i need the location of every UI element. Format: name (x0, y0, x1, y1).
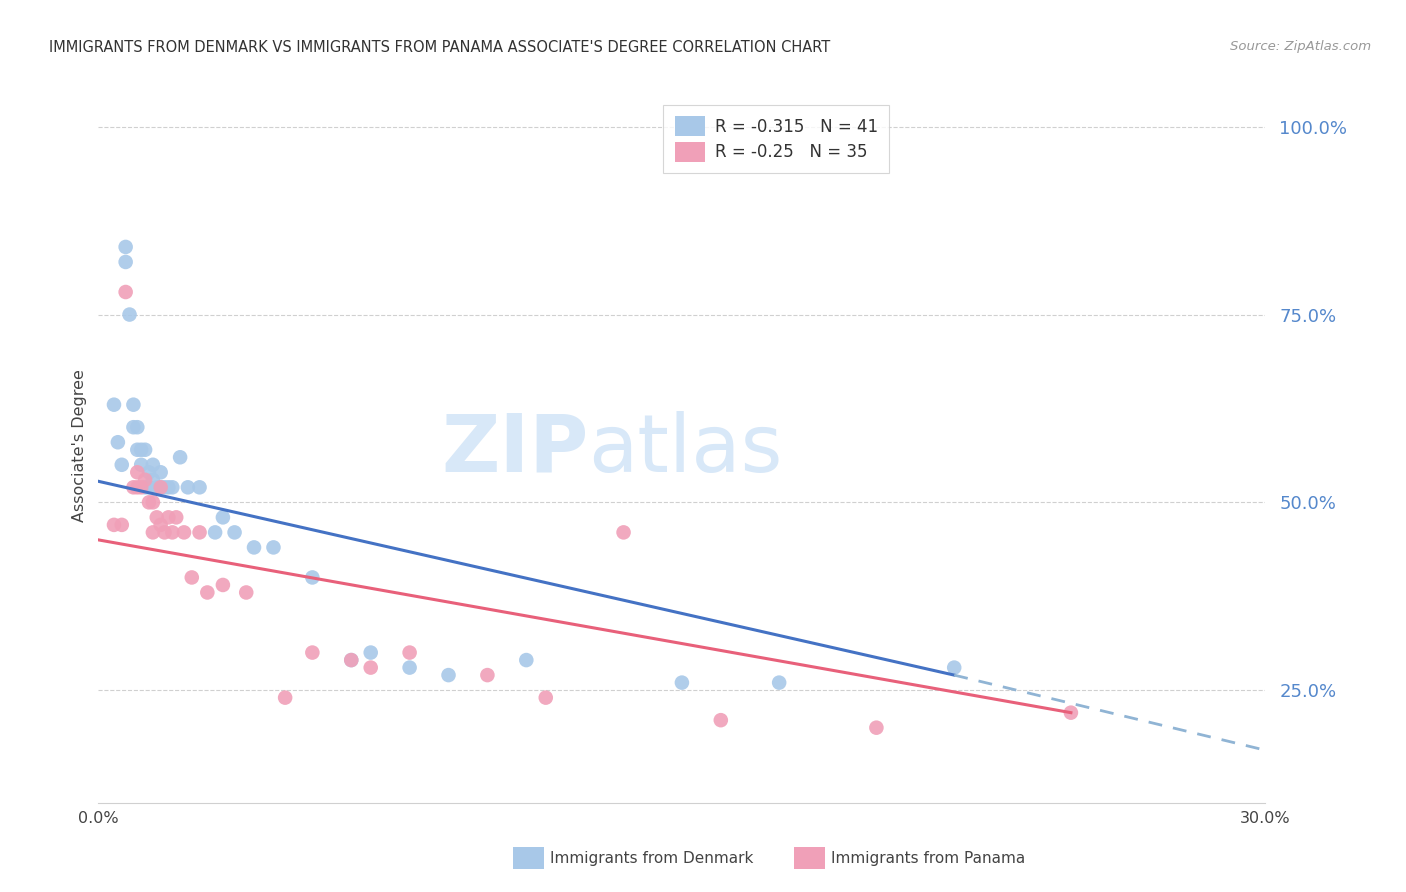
Point (515, 653, 537, 667)
Point (146, 510, 169, 524)
Point (204, 525, 226, 540)
Point (534, 690, 557, 705)
Point (129, 458, 152, 472)
Point (111, 458, 134, 472)
Point (118, 308, 141, 322)
Text: ZIP: ZIP (441, 410, 589, 489)
Point (142, 495, 165, 509)
Point (138, 465, 160, 479)
Point (235, 585, 257, 599)
Point (768, 675, 790, 690)
Point (129, 480, 152, 494)
Point (671, 675, 693, 690)
Y-axis label: Associate's Degree: Associate's Degree (72, 369, 87, 523)
Point (173, 525, 195, 540)
Point (149, 465, 172, 479)
Point (142, 473, 165, 487)
Point (149, 480, 172, 494)
Point (129, 442, 152, 457)
Point (138, 480, 160, 494)
Point (134, 442, 156, 457)
Point (1060, 706, 1083, 720)
Point (157, 510, 180, 524)
Point (111, 517, 134, 532)
Point (127, 420, 149, 434)
Point (360, 646, 382, 660)
Point (398, 646, 420, 660)
Text: Immigrants from Panama: Immigrants from Panama (831, 851, 1025, 865)
Point (243, 541, 266, 555)
Point (157, 480, 180, 494)
Point (340, 653, 363, 667)
Point (188, 525, 211, 540)
Point (127, 480, 149, 494)
Point (340, 653, 363, 667)
Point (114, 255, 136, 269)
Text: atlas: atlas (589, 410, 783, 489)
Point (398, 660, 420, 674)
Point (122, 398, 145, 412)
Point (301, 646, 323, 660)
Point (212, 510, 235, 524)
Point (122, 480, 145, 494)
Point (149, 480, 172, 494)
Point (180, 570, 202, 584)
Point (146, 480, 169, 494)
Legend: R = -0.315   N = 41, R = -0.25   N = 35: R = -0.315 N = 41, R = -0.25 N = 35 (664, 104, 890, 173)
Point (142, 525, 165, 540)
Point (865, 721, 887, 735)
Point (138, 495, 160, 509)
Point (613, 525, 636, 540)
Point (710, 713, 733, 727)
Point (195, 585, 218, 599)
Point (212, 578, 235, 592)
Point (127, 465, 149, 479)
Point (134, 480, 156, 494)
Point (127, 442, 149, 457)
Point (262, 541, 284, 555)
Point (224, 525, 246, 540)
Point (107, 435, 129, 450)
Point (165, 510, 187, 524)
Point (177, 480, 200, 494)
Text: IMMIGRANTS FROM DENMARK VS IMMIGRANTS FROM PANAMA ASSOCIATE'S DEGREE CORRELATION: IMMIGRANTS FROM DENMARK VS IMMIGRANTS FR… (49, 40, 831, 55)
Point (134, 473, 156, 487)
Text: Immigrants from Denmark: Immigrants from Denmark (550, 851, 754, 865)
Point (114, 285, 136, 299)
Point (149, 517, 172, 532)
Point (122, 420, 145, 434)
Point (169, 450, 191, 465)
Point (103, 517, 125, 532)
Point (188, 480, 211, 494)
Point (360, 660, 382, 674)
Point (437, 668, 460, 682)
Point (162, 480, 184, 494)
Point (103, 398, 125, 412)
Point (301, 570, 323, 584)
Point (142, 458, 165, 472)
Point (274, 690, 297, 705)
Point (162, 525, 184, 540)
Text: Source: ZipAtlas.com: Source: ZipAtlas.com (1230, 40, 1371, 54)
Point (943, 660, 966, 674)
Point (114, 240, 136, 254)
Point (153, 480, 176, 494)
Point (477, 668, 499, 682)
Point (153, 525, 176, 540)
